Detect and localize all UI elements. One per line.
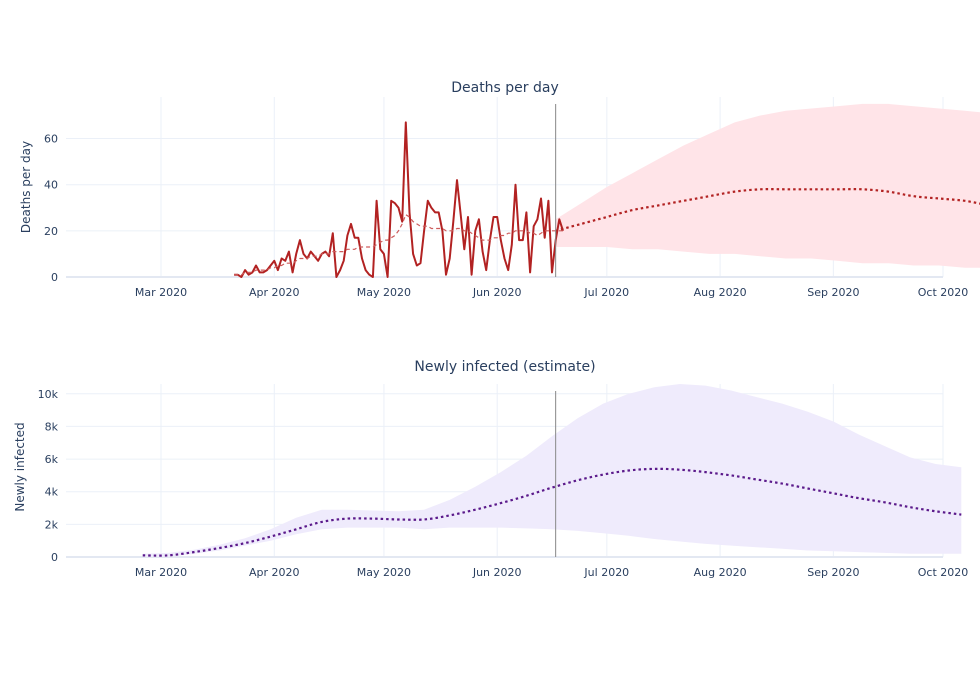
x-tick-label: Oct 2020	[918, 286, 969, 299]
infected-chart: Mar 2020 Apr 2020 May 2020 Jun 2020 Jul 2020…	[13, 359, 968, 579]
x-tick-label: Apr 2020	[249, 286, 300, 299]
deaths-x-ticks: Mar 2020 Apr 2020 May 2020 Jun 2020 Jul 2020…	[135, 286, 968, 299]
y-tick-label: 10k	[38, 388, 59, 401]
infected-y-axis-title: Newly infected	[13, 422, 27, 511]
deaths-forecast-interval-band	[555, 103, 980, 268]
x-tick-label: Jun 2020	[472, 286, 522, 299]
deaths-y-axis-title: Deaths per day	[19, 141, 33, 233]
x-tick-label: Jun 2020	[472, 566, 522, 579]
x-tick-label: May 2020	[357, 566, 411, 579]
series-line-observed-deaths	[234, 121, 564, 278]
deaths-y-ticks: 0 20 40 60	[44, 133, 58, 284]
x-tick-label: Oct 2020	[918, 566, 969, 579]
x-tick-label: Apr 2020	[249, 566, 300, 579]
x-tick-label: Sep 2020	[807, 566, 859, 579]
y-tick-label: 4k	[45, 486, 59, 499]
infected-interval-band	[142, 384, 962, 557]
x-tick-label: Aug 2020	[694, 566, 747, 579]
x-tick-label: Aug 2020	[694, 286, 747, 299]
y-tick-label: 20	[44, 225, 58, 238]
series-line-smoothed-deaths	[234, 214, 563, 276]
y-tick-label: 2k	[45, 518, 59, 531]
infected-x-ticks: Mar 2020 Apr 2020 May 2020 Jun 2020 Jul 2020…	[135, 566, 968, 579]
y-tick-label: 8k	[45, 420, 59, 433]
deaths-chart-title: Deaths per day	[451, 80, 559, 96]
x-tick-label: May 2020	[357, 286, 411, 299]
x-tick-label: Mar 2020	[135, 566, 187, 579]
y-tick-label: 6k	[45, 453, 59, 466]
y-tick-label: 60	[44, 133, 58, 146]
y-tick-label: 0	[51, 551, 58, 564]
deaths-chart: Mar 2020 Apr 2020 May 2020 Jun 2020 Jul 2020…	[19, 80, 980, 299]
infected-chart-title: Newly infected (estimate)	[414, 359, 595, 375]
y-tick-label: 40	[44, 179, 58, 192]
y-tick-label: 0	[51, 271, 58, 284]
infected-y-ticks: 0 2k 4k 6k 8k 10k	[38, 388, 59, 564]
x-tick-label: Jul 2020	[583, 286, 629, 299]
deaths-series-group	[234, 121, 980, 278]
x-tick-label: Mar 2020	[135, 286, 187, 299]
x-tick-label: Jul 2020	[583, 566, 629, 579]
infected-series-group	[142, 467, 962, 557]
x-tick-label: Sep 2020	[807, 286, 859, 299]
series-line-estimated-newly-infected	[142, 467, 962, 557]
